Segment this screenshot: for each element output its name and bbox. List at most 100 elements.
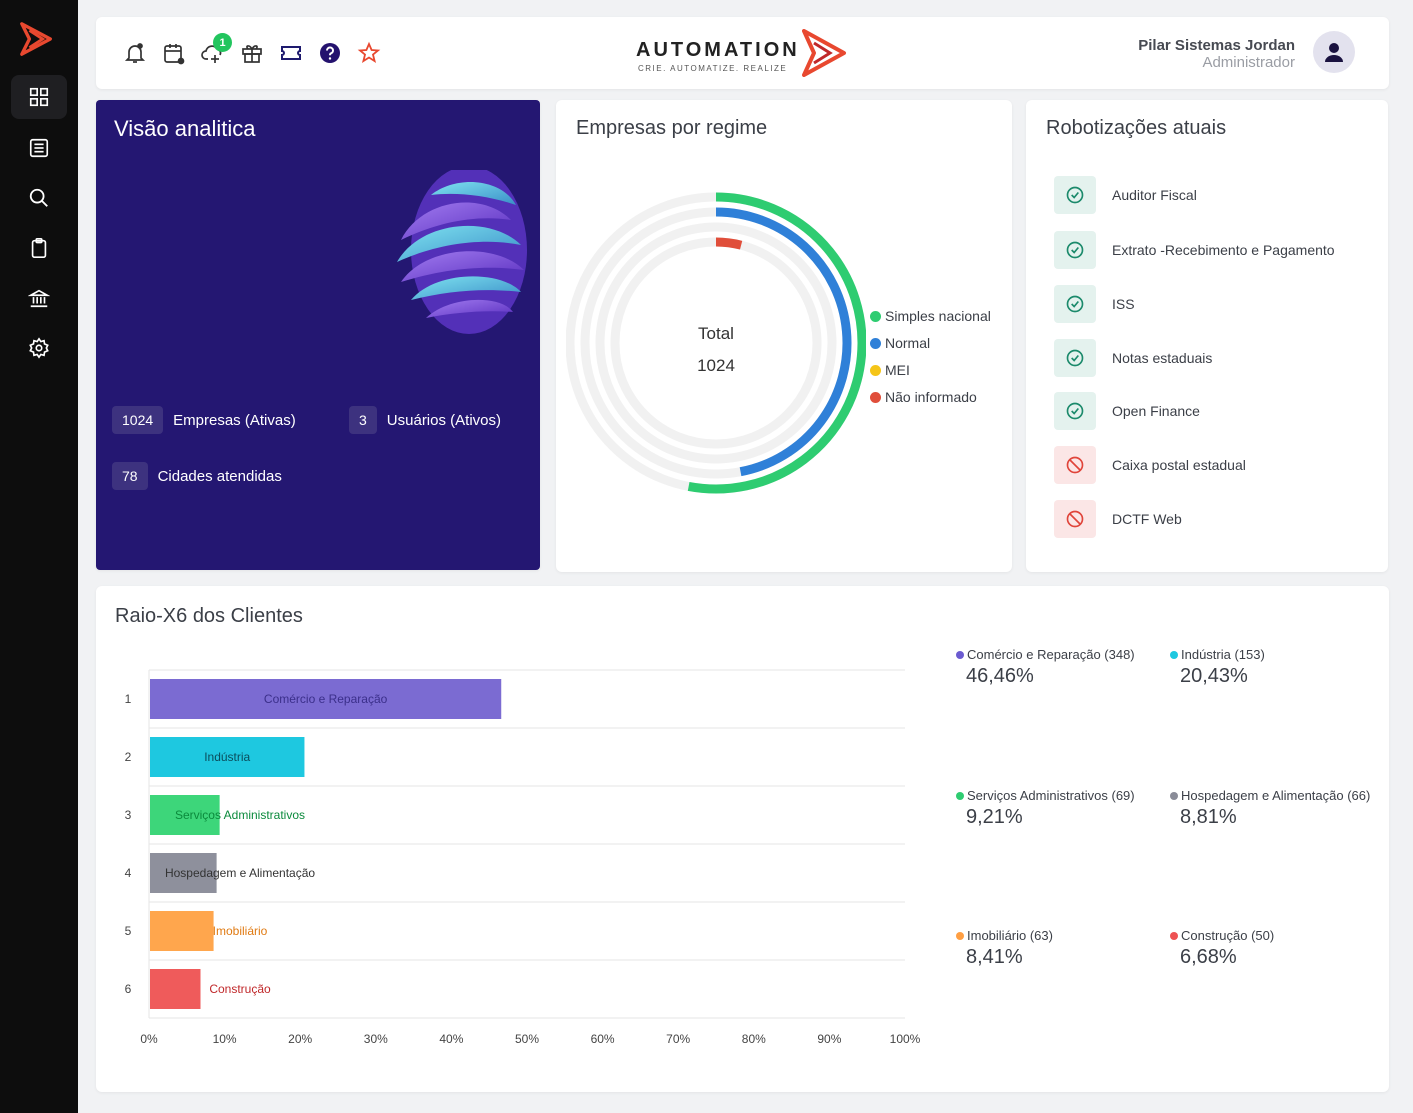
- robo-item-iss[interactable]: ISS: [1054, 285, 1135, 323]
- bar-6[interactable]: [150, 969, 201, 1009]
- automation-logo-icon[interactable]: [18, 20, 56, 58]
- favorites-button[interactable]: [357, 41, 381, 65]
- block-icon: [1066, 456, 1084, 474]
- sidebar-item-list[interactable]: [11, 126, 67, 170]
- regime-ring-0[interactable]: [687, 192, 866, 494]
- ticket-button[interactable]: [279, 41, 303, 65]
- bar-label: Imobiliário: [213, 924, 268, 938]
- bar-2[interactable]: [150, 737, 305, 777]
- user-name: Pilar Sistemas Jordan: [1138, 37, 1295, 54]
- x-tick-label: 60%: [591, 1032, 615, 1046]
- summary-label: Hospedagem e Alimentação (66): [1181, 788, 1371, 803]
- summary-comercio: Comércio e Reparação (348) 46,46%: [956, 647, 1135, 688]
- y-tick-label: 1: [125, 692, 132, 706]
- regime-ring-3[interactable]: [715, 237, 743, 250]
- robo-item-dctf[interactable]: DCTF Web: [1054, 500, 1182, 538]
- raio-x-card: Raio-X6 dos Clientes 1 Comércio e Reparaç…: [96, 586, 1389, 1092]
- robo-item-extrato[interactable]: Extrato -Recebimento e Pagamento: [1054, 231, 1335, 269]
- x-tick-label: 70%: [666, 1032, 690, 1046]
- gear-icon: [29, 337, 49, 359]
- summary-value: 46,46%: [966, 665, 1034, 687]
- brand-name: AUTOMATION: [636, 39, 800, 61]
- notification-bell-button[interactable]: [123, 41, 147, 65]
- bar-5[interactable]: [150, 911, 214, 951]
- summary-label: Indústria (153): [1181, 647, 1265, 662]
- regime-card: Empresas por regime Total 1024 Simples n…: [556, 100, 1012, 572]
- clients-bar-chart: 1 Comércio e Reparação 2 Indústria 3 Serviços…: [125, 669, 921, 1046]
- robo-item-auditor[interactable]: Auditor Fiscal: [1054, 176, 1197, 214]
- bar-label: Indústria: [204, 750, 250, 764]
- sphere-illustration-icon: [397, 170, 527, 334]
- y-tick-label: 5: [125, 924, 132, 938]
- regime-radial-chart: Total 1024: [566, 192, 866, 494]
- question-circle-icon: [320, 43, 340, 63]
- sidebar: [0, 0, 78, 1113]
- bar-label: Serviços Administrativos: [175, 808, 305, 822]
- x-tick-label: 10%: [213, 1032, 237, 1046]
- robo-item-caixa-postal[interactable]: Caixa postal estadual: [1054, 446, 1246, 484]
- legend-normal-label: Normal: [885, 335, 931, 351]
- legend-nao-informado-dot: [870, 391, 881, 403]
- notification-badge: 1: [213, 33, 232, 52]
- block-icon: [1066, 510, 1084, 528]
- legend-normal[interactable]: Normal: [870, 335, 930, 351]
- summary-dot: [1170, 791, 1178, 800]
- robo-item-label: Auditor Fiscal: [1112, 187, 1197, 203]
- star-icon: [357, 41, 381, 63]
- help-button[interactable]: [318, 41, 342, 65]
- legend-mei[interactable]: MEI: [870, 362, 910, 378]
- dashboard-icon: [29, 87, 49, 107]
- bar-3[interactable]: [150, 795, 220, 835]
- y-tick-label: 2: [125, 750, 132, 764]
- legend-nao-informado[interactable]: Não informado: [870, 389, 977, 405]
- summary-dot: [1170, 931, 1178, 940]
- raio-x-title: Raio-X6 dos Clientes: [115, 605, 303, 627]
- brand-arrow-icon: [802, 29, 846, 77]
- bar-label: Construção: [209, 982, 271, 996]
- x-tick-label: 80%: [742, 1032, 766, 1046]
- x-tick-label: 100%: [890, 1032, 921, 1046]
- stat-usuarios: 3 Usuários (Ativos): [349, 406, 501, 434]
- regime-ring-track: [610, 237, 822, 449]
- summary-value: 9,21%: [966, 806, 1023, 828]
- summary-dot: [1170, 650, 1178, 659]
- robo-item-label: ISS: [1112, 296, 1135, 312]
- user-avatar[interactable]: [1313, 31, 1355, 73]
- sidebar-item-clipboard[interactable]: [11, 226, 67, 270]
- bar-1[interactable]: [150, 679, 502, 719]
- robo-item-label: Extrato -Recebimento e Pagamento: [1112, 242, 1335, 258]
- calendar-button[interactable]: [162, 41, 186, 65]
- summary-value: 8,81%: [1180, 806, 1237, 828]
- x-tick-label: 50%: [515, 1032, 539, 1046]
- robotizations-title: Robotizações atuais: [1046, 117, 1227, 139]
- user-icon: [1325, 43, 1343, 62]
- legend-simples[interactable]: Simples nacional: [870, 308, 991, 324]
- gift-button[interactable]: [240, 41, 264, 65]
- x-tick-label: 30%: [364, 1032, 388, 1046]
- summary-industria: Indústria (153) 20,43%: [1170, 647, 1265, 688]
- stat-cidades-value: 78: [112, 462, 148, 490]
- stat-usuarios-label: Usuários (Ativos): [386, 411, 501, 429]
- bar-label: Hospedagem e Alimentação: [165, 866, 315, 880]
- legend-mei-label: MEI: [885, 362, 910, 378]
- sidebar-item-dashboard[interactable]: [11, 75, 67, 119]
- stat-empresas-label: Empresas (Ativas): [173, 411, 296, 429]
- sidebar-item-settings[interactable]: [11, 326, 67, 370]
- robo-item-label: Notas estaduais: [1112, 350, 1213, 366]
- legend-mei-dot: [870, 364, 881, 376]
- legend-simples-label: Simples nacional: [885, 308, 991, 324]
- sidebar-item-bank[interactable]: [11, 276, 67, 320]
- robo-item-notas[interactable]: Notas estaduais: [1054, 339, 1212, 377]
- summary-construcao: Construção (50) 6,68%: [1170, 928, 1274, 969]
- legend-normal-dot: [870, 337, 881, 349]
- stat-empresas-value: 1024: [112, 406, 164, 434]
- bar-4[interactable]: [150, 853, 217, 893]
- legend-nao-informado-label: Não informado: [885, 389, 977, 405]
- robo-item-open-finance[interactable]: Open Finance: [1054, 392, 1200, 430]
- regime-center-label: Total: [698, 324, 734, 343]
- regime-ring-1[interactable]: [715, 207, 852, 477]
- top-bar: 1 AUTOMATION CRIE. AUTOMATIZE. REALIZE P…: [96, 17, 1389, 89]
- x-tick-label: 20%: [288, 1032, 312, 1046]
- bank-icon: [28, 289, 50, 308]
- sidebar-item-search[interactable]: [11, 176, 67, 220]
